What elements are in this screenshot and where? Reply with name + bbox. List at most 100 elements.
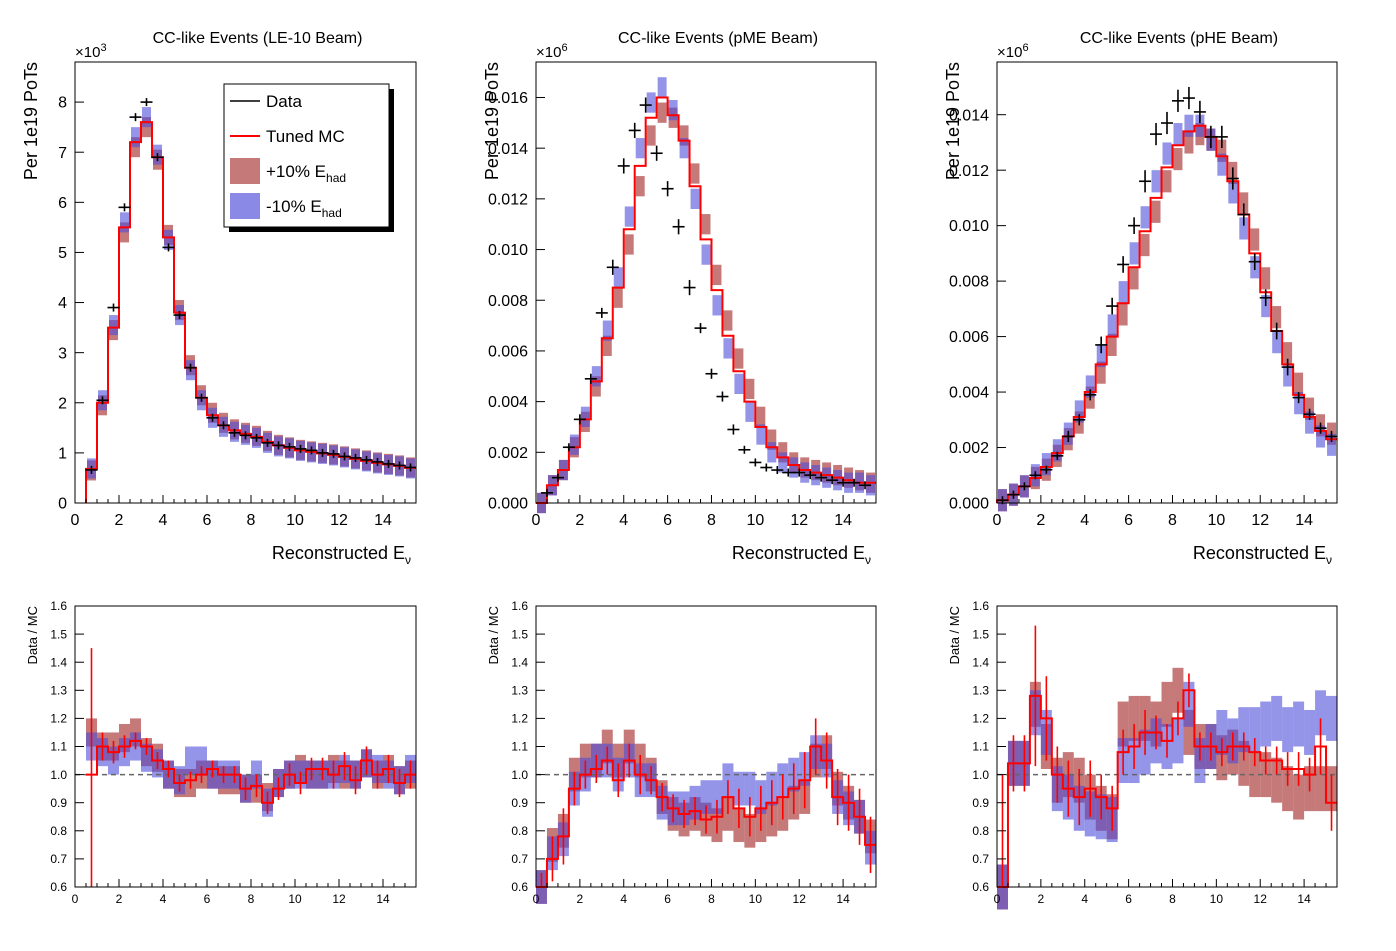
minus10-band: [1327, 433, 1336, 456]
minus10-band: [1162, 142, 1172, 165]
y-tick-label: 1.4: [972, 655, 989, 669]
x-tick-label: 12: [790, 512, 808, 529]
y-exponent-power: 3: [100, 42, 106, 54]
x-tick-label: 10: [1210, 892, 1224, 906]
plus10-band: [1239, 192, 1249, 215]
y-tick-label: 0.9: [511, 796, 528, 810]
y-tick-label: 0.004: [949, 385, 989, 402]
plus10-band: [1107, 333, 1117, 356]
minus10-band: [1140, 206, 1150, 229]
minus10-band: [756, 424, 766, 445]
minus10-band: [142, 107, 151, 128]
plus10-band: [701, 214, 711, 235]
ratio-minus10-band: [1194, 738, 1206, 784]
plus10-band: [1118, 303, 1128, 326]
y-tick-label: 0.000: [488, 496, 528, 513]
minus10-band: [1107, 314, 1117, 337]
legend-label-sub: had: [322, 206, 342, 220]
y-tick-label: 0.9: [972, 796, 989, 810]
minus10-band: [120, 212, 129, 233]
x-tick-label: 2: [577, 892, 584, 906]
ratio-plus10-band: [1172, 667, 1184, 713]
x-tick-label: 10: [1207, 512, 1225, 529]
plus10-band: [1173, 147, 1183, 171]
ratio-minus10-band: [1249, 707, 1261, 753]
y-tick-label: 0.8: [972, 824, 989, 838]
x-tick-label: 8: [1168, 512, 1177, 529]
y-tick-label: 0.8: [511, 824, 528, 838]
minus10-band: [109, 315, 118, 336]
minus10-band: [690, 188, 700, 209]
x-tick-label: 6: [1124, 512, 1133, 529]
ratio-minus10-band: [744, 771, 756, 806]
plot-frame: [996, 61, 1338, 504]
y-tick-label: 1.5: [50, 627, 67, 641]
minus10-band: [131, 127, 140, 148]
minus10-band: [613, 267, 623, 288]
y-tick-label: 0.006: [488, 344, 528, 361]
y-tick-label: 0.000: [949, 496, 989, 513]
minus10-band: [701, 244, 711, 265]
ratio-minus10-band: [1238, 707, 1250, 753]
minus10-band: [778, 452, 788, 473]
y-tick-label: 1.4: [511, 655, 528, 669]
y-tick-label: 0.014: [488, 141, 528, 158]
ratio-panel-3: 0 2 4 6 8 10 12 14 0.6 0.7 0.8 0.9 1.0 1.1 1.2 1.3 1.4 1.…: [947, 599, 1338, 910]
y-tick-label: 0.6: [50, 880, 67, 894]
minus10-band: [1261, 294, 1271, 318]
minus10-band: [580, 406, 590, 427]
x-tick-label: 14: [1295, 512, 1313, 529]
plus10-band: [1151, 200, 1161, 223]
plot-frame: [535, 61, 877, 504]
x-tick-label: 12: [793, 892, 807, 906]
x-axis-label-sub: ν: [865, 553, 871, 567]
plus10-band: [1294, 372, 1304, 395]
panel-title: CC-like Events (pME Beam): [618, 30, 818, 47]
x-tick-label: 10: [286, 512, 304, 529]
x-tick-label: 0: [72, 892, 79, 906]
plus10-band: [1140, 233, 1150, 257]
x-tick-label: 12: [332, 892, 346, 906]
y-tick-label: 6: [58, 195, 67, 212]
minus10-band: [1129, 242, 1139, 265]
minus10-band: [1052, 439, 1062, 462]
x-tick-label: 6: [204, 892, 211, 906]
y-tick-label: 7: [58, 145, 67, 162]
y-tick-label: 1.2: [511, 712, 528, 726]
plus10-band: [1184, 131, 1194, 154]
ratio-minus10-band: [1260, 701, 1272, 747]
y-tick-label: 1.3: [50, 684, 67, 698]
minus10-band: [668, 100, 678, 121]
ratio-minus10-band: [700, 780, 712, 814]
ratio-plus10-band: [1117, 701, 1129, 747]
minus10-band: [164, 229, 173, 250]
ratio-minus10-band: [711, 780, 723, 814]
plus10-band: [690, 163, 700, 184]
x-tick-label: 10: [746, 512, 764, 529]
x-axis-label: Reconstructed Eν: [1193, 543, 1332, 567]
x-tick-label: 0: [533, 892, 540, 906]
y-tick-label: 0.016: [488, 90, 528, 107]
ratio-plus10-band: [722, 797, 734, 831]
y-tick-label: 1.0: [972, 768, 989, 782]
minus10-band: [657, 77, 667, 98]
minus10-band: [1272, 331, 1282, 354]
y-tick-label: 1.3: [972, 684, 989, 698]
minus10-band: [1151, 170, 1161, 193]
ratio-minus10-band: [1293, 701, 1305, 747]
y-exponent-power: 6: [1022, 42, 1028, 54]
ratio-plus10-band: [1293, 774, 1305, 820]
minus10-band: [1074, 400, 1084, 423]
x-tick-label: 14: [834, 512, 852, 529]
minus10-band: [569, 434, 579, 455]
ratio-minus10-band: [1315, 690, 1327, 736]
plus10-band: [1096, 361, 1106, 384]
ratio-minus10-band: [141, 743, 152, 772]
minus10-band: [1041, 453, 1051, 476]
x-tick-label: 12: [1251, 512, 1269, 529]
x-axis-label: Reconstructed Eν: [732, 543, 871, 567]
y-exponent: ×106: [997, 42, 1029, 61]
y-tick-label: 1.0: [50, 768, 67, 782]
y-tick-label: 0.012: [949, 163, 989, 180]
